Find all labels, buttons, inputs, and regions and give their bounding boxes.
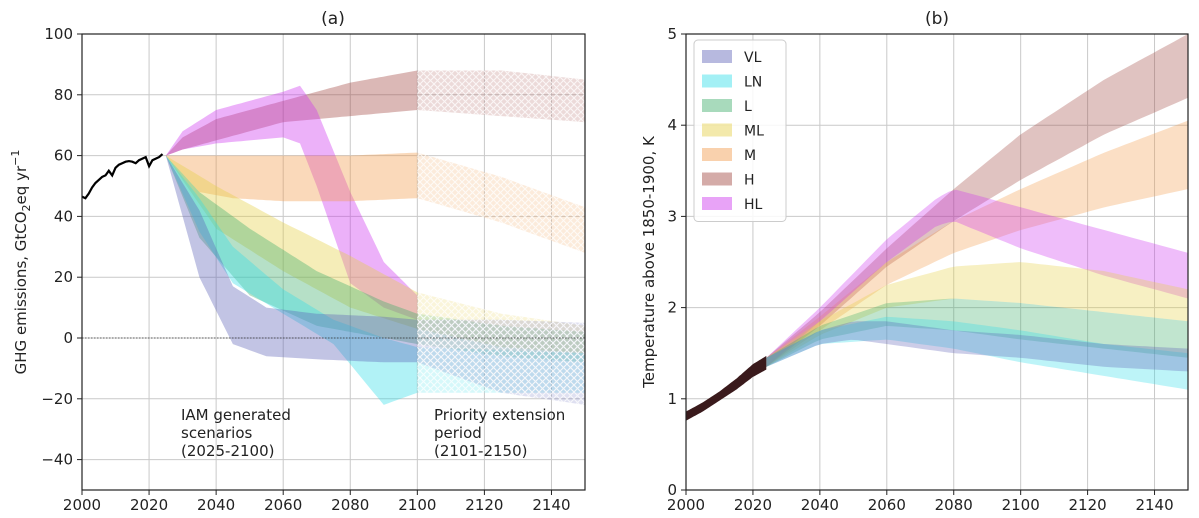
band-a-ml <box>165 155 418 329</box>
panel-a-tick-label-x-2080: 2080 <box>331 496 369 514</box>
legend-swatch-ml <box>702 123 732 137</box>
legend-label-ln: LN <box>744 75 762 91</box>
panel-b-frame <box>685 33 1189 491</box>
panel-a-frame <box>81 33 586 491</box>
panel-b-scenario-bands <box>766 34 1188 390</box>
annotation-iam-scenarios: IAM generated scenarios (2025-2100) <box>181 406 296 460</box>
band-a-l <box>165 155 418 345</box>
band-a-ext-hatch-h <box>417 70 585 123</box>
band-a-h <box>165 70 418 156</box>
panel-b-historical-band <box>686 355 767 421</box>
panel-a-tick-label-y--20: −20 <box>41 390 73 408</box>
legend-swatch-h <box>702 172 732 186</box>
panel-a-tick-label-y-80: 80 <box>54 86 73 104</box>
panel-b-tick-label-y-3: 3 <box>667 207 677 225</box>
legend-swatch-ln <box>702 74 732 88</box>
panel-a-historical-line <box>81 153 164 200</box>
band-a-m <box>165 152 418 202</box>
band-a-ln <box>165 155 418 405</box>
panel-b-tick-label-y-2: 2 <box>667 299 677 317</box>
panel-b-tick-label-y-1: 1 <box>667 390 677 408</box>
legend-label-l: L <box>744 99 752 115</box>
panel-a-tick-label-y-20: 20 <box>54 268 73 286</box>
panel-a-title: (a) <box>321 9 345 29</box>
panel-b-y-ticks: 0 1 2 3 4 5 <box>667 25 686 499</box>
legend-box <box>693 39 787 222</box>
legend-swatch-l <box>702 99 732 112</box>
legend-label-hl: HL <box>744 197 763 213</box>
panel-b-tick-label-x-2100: 2100 <box>1002 496 1040 514</box>
band-b-ln <box>766 316 1188 390</box>
legend-swatch-hl <box>702 197 732 210</box>
band-b-m <box>766 120 1188 367</box>
panel-b-legend: VL LN L ML MH HL <box>693 39 787 222</box>
panel-a-y-ticks: −40 −20 0 20 40 60 80 100 <box>41 25 82 469</box>
panel-a-y-label: GHG emissions, GtCO2eq yr−1 <box>9 150 33 375</box>
panel-a-tick-label-x-2120: 2120 <box>465 496 503 514</box>
band-b-h <box>766 34 1188 367</box>
panel-b-x-ticks: 2000 2020 2040 2060 2080 2100 2120 2140 <box>667 490 1174 514</box>
panel-a-tick-label-y-100: 100 <box>44 25 73 43</box>
band-a-ext-hatch-vl <box>417 319 585 405</box>
panel-a-tick-label-x-2040: 2040 <box>197 496 235 514</box>
panel-a-tick-label-x-2000: 2000 <box>63 496 101 514</box>
panel-b-y-label: Temperature above 1850-1900, K <box>640 135 658 389</box>
panel-b-temperature: 2000 2020 2040 2060 2080 2100 2120 2140 012345 … <box>640 9 1189 514</box>
panel-a-tick-label-y--40: −40 <box>41 451 73 469</box>
panel-b-tick-label-x-2140: 2140 <box>1135 496 1173 514</box>
band-b-hl <box>766 189 1188 367</box>
legend-label-vl: VL <box>744 50 762 66</box>
panel-a-scenario-bands <box>165 70 418 405</box>
panel-b-tick-label-x-2120: 2120 <box>1069 496 1107 514</box>
panel-a-tick-label-y-0: 0 <box>63 329 73 347</box>
panel-b-tick-label-y-4: 4 <box>667 116 677 134</box>
legend-label-h: H <box>744 173 755 189</box>
panel-a-tick-label-x-2140: 2140 <box>532 496 570 514</box>
panel-b-tick-label-y-5: 5 <box>667 25 677 43</box>
band-b-ml <box>766 262 1188 367</box>
panel-a-tick-label-x-2100: 2100 <box>398 496 436 514</box>
annotation-extension-period: Priority extension period (2101-2150) <box>434 406 570 460</box>
band-a-ext-hatch-m <box>417 152 585 253</box>
legend-swatch-m <box>702 148 732 161</box>
legend-label-m: M <box>744 148 756 164</box>
panel-a-extension-bands <box>417 70 585 405</box>
band-b-l <box>766 298 1188 367</box>
panel-a-tick-label-x-2020: 2020 <box>130 496 168 514</box>
band-a-vl <box>165 155 418 363</box>
panel-b-tick-label-x-2000: 2000 <box>667 496 705 514</box>
panel-b-tick-label-x-2040: 2040 <box>801 496 839 514</box>
panel-a-x-ticks: 2000 2020 2040 2060 2080 2100 2120 2140 <box>63 490 571 514</box>
band-b-vl <box>766 321 1188 372</box>
panel-b-tick-label-y-0: 0 <box>667 481 677 499</box>
panel-a-tick-label-y-40: 40 <box>54 207 73 225</box>
panel-a-tick-label-x-2060: 2060 <box>264 496 302 514</box>
panel-b-title: (b) <box>925 9 949 29</box>
panel-b-tick-label-x-2020: 2020 <box>734 496 772 514</box>
legend-swatch-vl <box>702 50 732 63</box>
panel-b-tick-label-x-2080: 2080 <box>935 496 973 514</box>
legend-label-ml: ML <box>744 124 764 140</box>
panel-a-emissions: 2000 2020 2040 2060 2080 2100 2120 2140 −40−200… <box>9 9 586 514</box>
panel-b-tick-label-x-2060: 2060 <box>868 496 906 514</box>
band-a-hl <box>165 85 418 320</box>
panel-a-tick-label-y-60: 60 <box>54 147 73 165</box>
